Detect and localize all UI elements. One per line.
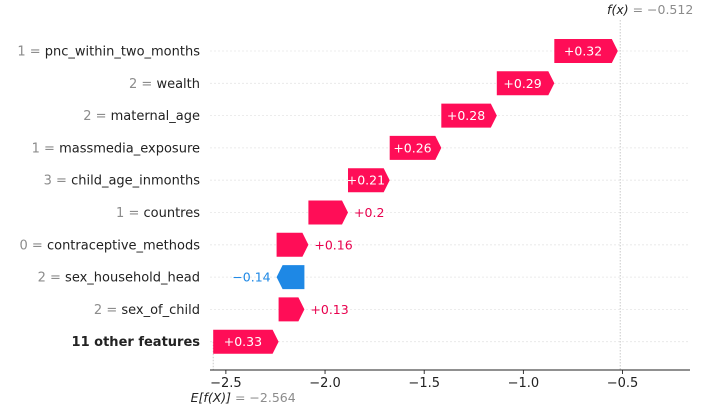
x-axis-ticks: −2.5 −2.0 −1.5 −1.0 −0.5 (210, 370, 638, 391)
feature-label: 2 = sex_household_head (38, 271, 200, 286)
feature-label: 3 = child_age_inmonths (44, 174, 201, 189)
contribution-value-label: −0.14 (232, 270, 270, 285)
feature-label: 11 other features (72, 335, 201, 350)
feature-name: maternal_age (111, 109, 200, 124)
contribution-value-label: +0.13 (310, 302, 348, 317)
contribution-value-label: +0.28 (447, 108, 485, 123)
positive-contribution-bar (213, 329, 279, 354)
feature-name: countres (143, 206, 200, 221)
feature-name: massmedia_exposure (59, 141, 200, 156)
feature-value: 2 = (38, 271, 65, 286)
output-value-symbol: f(x) (607, 2, 629, 17)
feature-value: 3 = (44, 174, 71, 189)
positive-contribution-bar (348, 168, 390, 193)
x-tick-label: −2.0 (309, 376, 341, 391)
feature-value: 2 = (94, 303, 121, 318)
feature-name: sex_of_child (121, 303, 200, 318)
positive-contribution-bar (554, 39, 618, 63)
contribution-value-label: +0.33 (224, 334, 262, 349)
base-value-symbol: E[f(X)] (191, 390, 231, 405)
output-value-label: f(x) = −0.512 (607, 2, 693, 17)
positive-contribution-bar (441, 103, 497, 128)
feature-name: sex_household_head (65, 271, 200, 286)
contribution-value-label: +0.29 (503, 76, 541, 91)
feature-name: contraceptive_methods (47, 238, 200, 253)
positive-contribution-bar (389, 135, 442, 160)
base-value-number: = −2.564 (231, 390, 296, 405)
feature-label: 1 = pnc_within_two_months (17, 45, 200, 60)
feature-name: pnc_within_two_months (45, 45, 200, 60)
contribution-bars: +0.32 +0.29 +0.28 +0.26 +0.21 +0.2 +0.16 −0.14 +… (213, 39, 618, 354)
positive-contribution-bar (496, 71, 555, 96)
feature-value: 1 = (32, 141, 59, 156)
feature-label: 1 = massmedia_exposure (32, 141, 200, 156)
contribution-value-label: +0.26 (393, 140, 431, 155)
feature-value: 2 = (83, 109, 110, 124)
x-tick-label: −1.5 (408, 376, 440, 391)
contribution-value-label: +0.2 (354, 205, 384, 220)
contribution-value-label: +0.16 (314, 237, 352, 252)
base-value-label: E[f(X)] = −2.564 (191, 390, 296, 405)
feature-label: 1 = countres (116, 206, 200, 221)
feature-label: 2 = sex_of_child (94, 303, 200, 318)
feature-label: 0 = contraceptive_methods (20, 238, 201, 253)
contribution-value-label: +0.32 (564, 44, 602, 59)
feature-value: 0 = (20, 238, 47, 253)
positive-contribution-bar (308, 200, 348, 225)
feature-label: 2 = wealth (129, 77, 200, 92)
output-value-number: = −0.512 (629, 2, 694, 17)
x-tick-label: −0.5 (607, 376, 639, 391)
feature-name: 11 other features (72, 335, 201, 350)
contribution-value-label: +0.21 (347, 173, 385, 188)
feature-name: child_age_inmonths (71, 174, 200, 189)
feature-value: 2 = (129, 77, 156, 92)
feature-name: wealth (156, 77, 200, 92)
x-tick-label: −2.5 (210, 376, 242, 391)
negative-contribution-bar (276, 265, 305, 290)
positive-contribution-bar (278, 297, 305, 322)
feature-value: 1 = (116, 206, 143, 221)
positive-contribution-bar (276, 232, 309, 257)
feature-label: 2 = maternal_age (83, 109, 200, 124)
feature-value: 1 = (17, 45, 44, 60)
x-tick-label: −1.0 (508, 376, 540, 391)
